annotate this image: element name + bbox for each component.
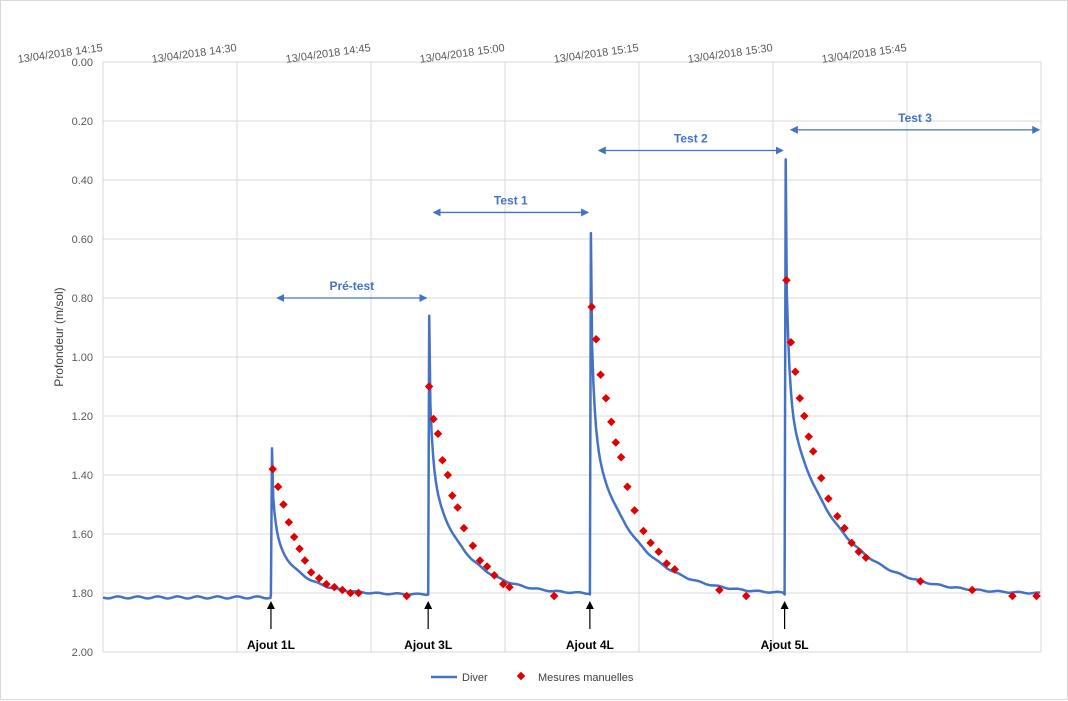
manual-measurement-point <box>273 482 283 492</box>
test-label: Pré-test <box>329 279 374 293</box>
manual-measurement-point <box>670 565 679 574</box>
manual-measurement-point <box>443 470 453 480</box>
manual-measurement-point <box>840 523 849 533</box>
y-tick-label: 1.20 <box>72 411 93 423</box>
event-markers: Ajout 1L Ajout 3L Ajout 4L Ajout 5L <box>247 601 809 652</box>
y-tick-label: 0.00 <box>72 57 93 69</box>
test-label: Test 2 <box>674 132 708 146</box>
y-axis-label: Profondeur (m/sol) <box>52 287 66 386</box>
manual-measurement-point <box>300 556 310 565</box>
manual-measurement-point <box>295 544 304 553</box>
manual-measurement-point <box>854 547 864 556</box>
manual-measurement-point <box>279 500 288 509</box>
manual-measurement-point <box>662 559 671 568</box>
manual-measurement-point <box>804 432 813 441</box>
manual-measurement-point <box>639 526 648 536</box>
y-tick-label: 1.00 <box>72 352 93 364</box>
manual-measurement-point <box>438 456 447 465</box>
manual-measurement-point <box>475 556 485 565</box>
manual-measurement-point <box>424 382 434 391</box>
manual-measurement-point <box>786 338 796 347</box>
manual-measurement-point <box>459 523 469 533</box>
manual-measurement-point <box>346 588 355 598</box>
manual-measurement-point <box>646 538 655 548</box>
manual-measurement-point <box>591 335 601 344</box>
manual-measurement-point <box>314 574 324 583</box>
y-tick-label: 1.60 <box>72 529 93 541</box>
legend-marker-manual <box>516 671 526 681</box>
manual-measurement-point <box>967 585 977 595</box>
manual-measurement-point <box>268 464 277 474</box>
test-label: Test 3 <box>898 111 932 125</box>
manual-measurement-point <box>429 414 438 424</box>
manual-measurement-point <box>468 541 478 551</box>
grid <box>102 61 1042 653</box>
manual-measurement-point <box>782 276 791 285</box>
manual-measurement-point <box>338 585 347 595</box>
manual-measurement-point <box>816 473 826 483</box>
manual-measurement-point <box>549 591 559 601</box>
y-tick-label: 1.80 <box>72 588 93 600</box>
manual-measurement-point <box>861 553 871 562</box>
manual-measurement-point <box>322 579 331 589</box>
event-label: Ajout 5L <box>761 638 809 652</box>
series-line-diver <box>102 158 1041 600</box>
event-label: Ajout 1L <box>247 638 295 652</box>
manual-measurement-point <box>611 438 621 447</box>
manual-measurement-point <box>654 547 663 556</box>
manual-measurement-point <box>289 532 299 542</box>
manual-measurement-point <box>791 367 800 376</box>
y-axis: 0.00 0.20 0.40 0.60 0.80 1.00 1.20 1.40 1.60 1.80… <box>72 57 93 659</box>
y-tick-label: 0.20 <box>72 116 93 128</box>
y-tick-label: 0.80 <box>72 293 93 305</box>
manual-measurement-point <box>330 582 339 592</box>
manual-measurement-point <box>498 579 508 589</box>
manual-measurement-point <box>824 494 833 503</box>
manual-measurement-point <box>490 571 499 580</box>
event-label: Ajout 4L <box>566 638 614 652</box>
legend-label-manual: Mesures manuelles <box>538 672 634 684</box>
manual-measurement-point <box>916 576 925 586</box>
manual-measurement-point <box>284 517 294 527</box>
manual-measurement-point <box>1032 591 1041 601</box>
manual-measurement-point <box>741 591 751 601</box>
manual-measurement-point <box>808 447 818 456</box>
manual-measurement-point <box>607 417 616 427</box>
manual-measurement-point <box>1008 591 1017 601</box>
manual-measurement-point <box>587 302 596 312</box>
manual-measurement-point <box>601 394 611 403</box>
manual-measurement-point <box>833 512 842 521</box>
manual-measurement-point <box>596 370 605 379</box>
manual-measurement-point <box>623 482 632 492</box>
legend-label-diver: Diver <box>462 672 488 684</box>
test-label: Test 1 <box>494 193 528 207</box>
y-tick-label: 1.40 <box>72 470 93 482</box>
manual-measurement-point <box>505 582 514 592</box>
series-markers-manual <box>268 276 1041 601</box>
manual-measurement-point <box>448 491 457 500</box>
event-label: Ajout 3L <box>404 638 452 652</box>
manual-measurement-point <box>433 429 443 438</box>
y-tick-label: 2.00 <box>72 647 93 659</box>
legend: Diver Mesures manuelles <box>431 671 634 684</box>
manual-measurement-point <box>630 506 639 515</box>
manual-measurement-point <box>616 453 626 462</box>
manual-measurement-point <box>795 394 805 403</box>
manual-measurement-point <box>847 538 856 548</box>
y-tick-label: 0.60 <box>72 234 93 246</box>
manual-measurement-point <box>715 585 724 595</box>
manual-measurement-point <box>453 503 462 512</box>
manual-measurement-point <box>354 588 363 598</box>
manual-measurement-point <box>482 562 492 571</box>
manual-measurement-point <box>402 591 411 601</box>
manual-measurement-point <box>800 411 809 421</box>
test-annotations: Pré-test Test 1 Test 2 Test 3 <box>276 111 1041 302</box>
y-tick-label: 0.40 <box>72 175 93 187</box>
manual-measurement-point <box>306 568 316 577</box>
